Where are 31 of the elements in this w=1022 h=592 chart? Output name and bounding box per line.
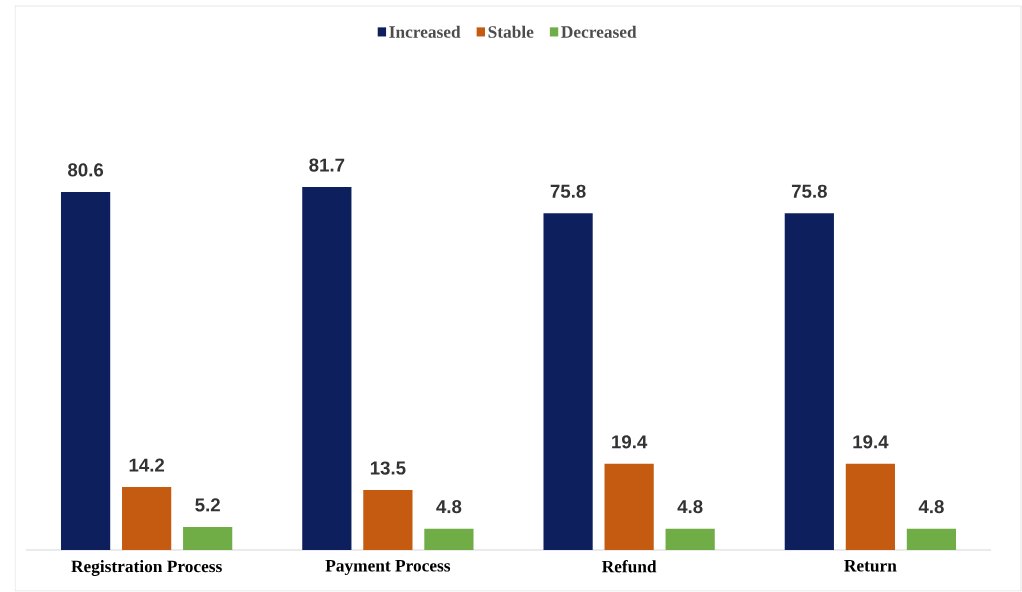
bar — [60, 191, 111, 550]
data-label: 5.2 — [195, 498, 220, 512]
x-tick-label: Refund — [601, 560, 657, 573]
data-label: 4.8 — [918, 500, 944, 514]
data-label: 13.5 — [370, 461, 406, 475]
bar — [906, 528, 957, 550]
legend-label: Increased — [389, 25, 461, 38]
data-label: 19.4 — [853, 435, 889, 449]
data-label: 75.8 — [791, 184, 827, 198]
legend-label: Decreased — [561, 25, 637, 38]
bar — [543, 213, 593, 550]
legend-label: Stable — [488, 25, 534, 38]
bar — [183, 526, 233, 550]
data-label: 14.2 — [129, 458, 165, 472]
x-tick-label: Registration Process — [71, 560, 222, 576]
bar — [604, 463, 654, 550]
data-label: 4.8 — [436, 500, 462, 514]
bar — [845, 463, 895, 550]
data-label: 80.6 — [68, 163, 104, 177]
data-label: 81.7 — [309, 158, 345, 172]
bar — [302, 187, 352, 550]
bar — [424, 528, 474, 550]
data-label: 19.4 — [612, 435, 648, 449]
bar — [784, 213, 834, 550]
bar — [665, 528, 715, 550]
x-tick-label: Payment Process — [325, 560, 451, 576]
x-tick-label: Return — [844, 560, 897, 572]
bar — [122, 486, 172, 550]
data-label: 75.8 — [550, 184, 586, 198]
bar — [363, 490, 413, 550]
data-label: 4.8 — [677, 500, 703, 514]
